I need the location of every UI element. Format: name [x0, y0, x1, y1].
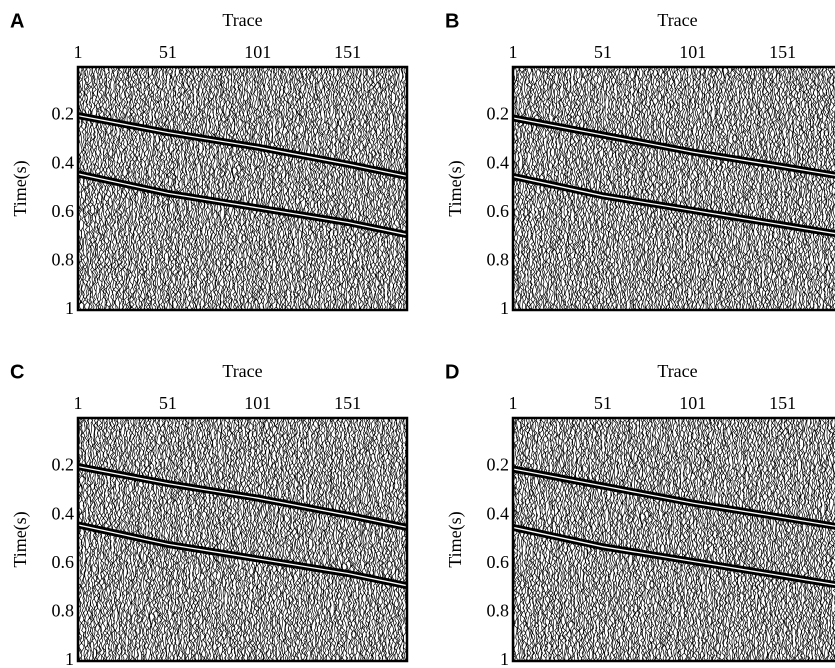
- event-highlight: [513, 526, 835, 586]
- y-axis-title: Time(s): [10, 511, 31, 567]
- x-tick-label: 1: [74, 42, 83, 62]
- y-tick-label: 0.2: [52, 455, 75, 475]
- plot-frame: [511, 65, 835, 312]
- event-highlight: [513, 468, 835, 527]
- y-tick-label: 0.8: [487, 601, 510, 621]
- y-tick-label: 1: [65, 649, 74, 668]
- y-tick-label: 0.8: [52, 601, 75, 621]
- x-axis-title: Trace: [222, 361, 262, 381]
- y-tick-label: 0.6: [487, 552, 510, 572]
- event-highlight: [513, 117, 835, 176]
- y-tick-label: 0.4: [52, 503, 75, 523]
- y-tick-label: 0.2: [487, 104, 510, 124]
- x-tick-label: 101: [244, 42, 271, 62]
- x-tick-label: 1: [509, 393, 518, 413]
- plot-frame: [511, 416, 835, 663]
- y-axis-title: Time(s): [445, 511, 466, 567]
- panel-label: C: [10, 361, 24, 383]
- y-tick-label: 1: [500, 649, 509, 668]
- y-tick-label: 0.2: [52, 104, 75, 124]
- y-tick-label: 0.8: [52, 250, 75, 270]
- x-tick-label: 151: [334, 393, 361, 413]
- x-tick-label: 51: [159, 393, 177, 413]
- x-tick-label: 51: [594, 42, 612, 62]
- x-tick-label: 1: [509, 42, 518, 62]
- plot-frame: [76, 416, 409, 663]
- y-tick-label: 0.2: [487, 455, 510, 475]
- panel-label: B: [445, 10, 459, 32]
- x-axis-title: Trace: [222, 10, 262, 30]
- y-tick-label: 0.6: [487, 201, 510, 221]
- x-tick-label: 51: [594, 393, 612, 413]
- event-highlight: [78, 114, 407, 178]
- event-highlight: [78, 173, 407, 236]
- y-tick-label: 0.6: [52, 201, 75, 221]
- x-tick-label: 101: [679, 393, 706, 413]
- x-tick-label: 151: [769, 393, 796, 413]
- plot-area: [78, 67, 407, 310]
- event-highlight: [513, 175, 835, 235]
- y-tick-label: 1: [500, 298, 509, 318]
- y-tick-label: 0.4: [487, 503, 510, 523]
- y-tick-label: 0.8: [487, 250, 510, 270]
- y-axis-title: Time(s): [445, 160, 466, 216]
- x-tick-label: 51: [159, 42, 177, 62]
- y-tick-label: 0.4: [52, 152, 75, 172]
- y-tick-label: 1: [65, 298, 74, 318]
- event-highlight: [78, 465, 407, 529]
- x-tick-label: 151: [334, 42, 361, 62]
- x-tick-label: 1: [74, 393, 83, 413]
- plot-area: [513, 418, 835, 661]
- y-tick-label: 0.4: [487, 152, 510, 172]
- x-tick-label: 101: [244, 393, 271, 413]
- plot-area: [513, 67, 835, 310]
- plot-frame: [76, 65, 409, 312]
- x-axis-title: Trace: [657, 361, 697, 381]
- plot-area: [78, 418, 407, 661]
- x-axis-title: Trace: [657, 10, 697, 30]
- y-tick-label: 0.6: [52, 552, 75, 572]
- y-axis-title: Time(s): [10, 160, 31, 216]
- panel-label: A: [10, 10, 24, 32]
- x-tick-label: 151: [769, 42, 796, 62]
- x-tick-label: 101: [679, 42, 706, 62]
- panel-label: D: [445, 361, 459, 383]
- event-highlight: [78, 524, 407, 587]
